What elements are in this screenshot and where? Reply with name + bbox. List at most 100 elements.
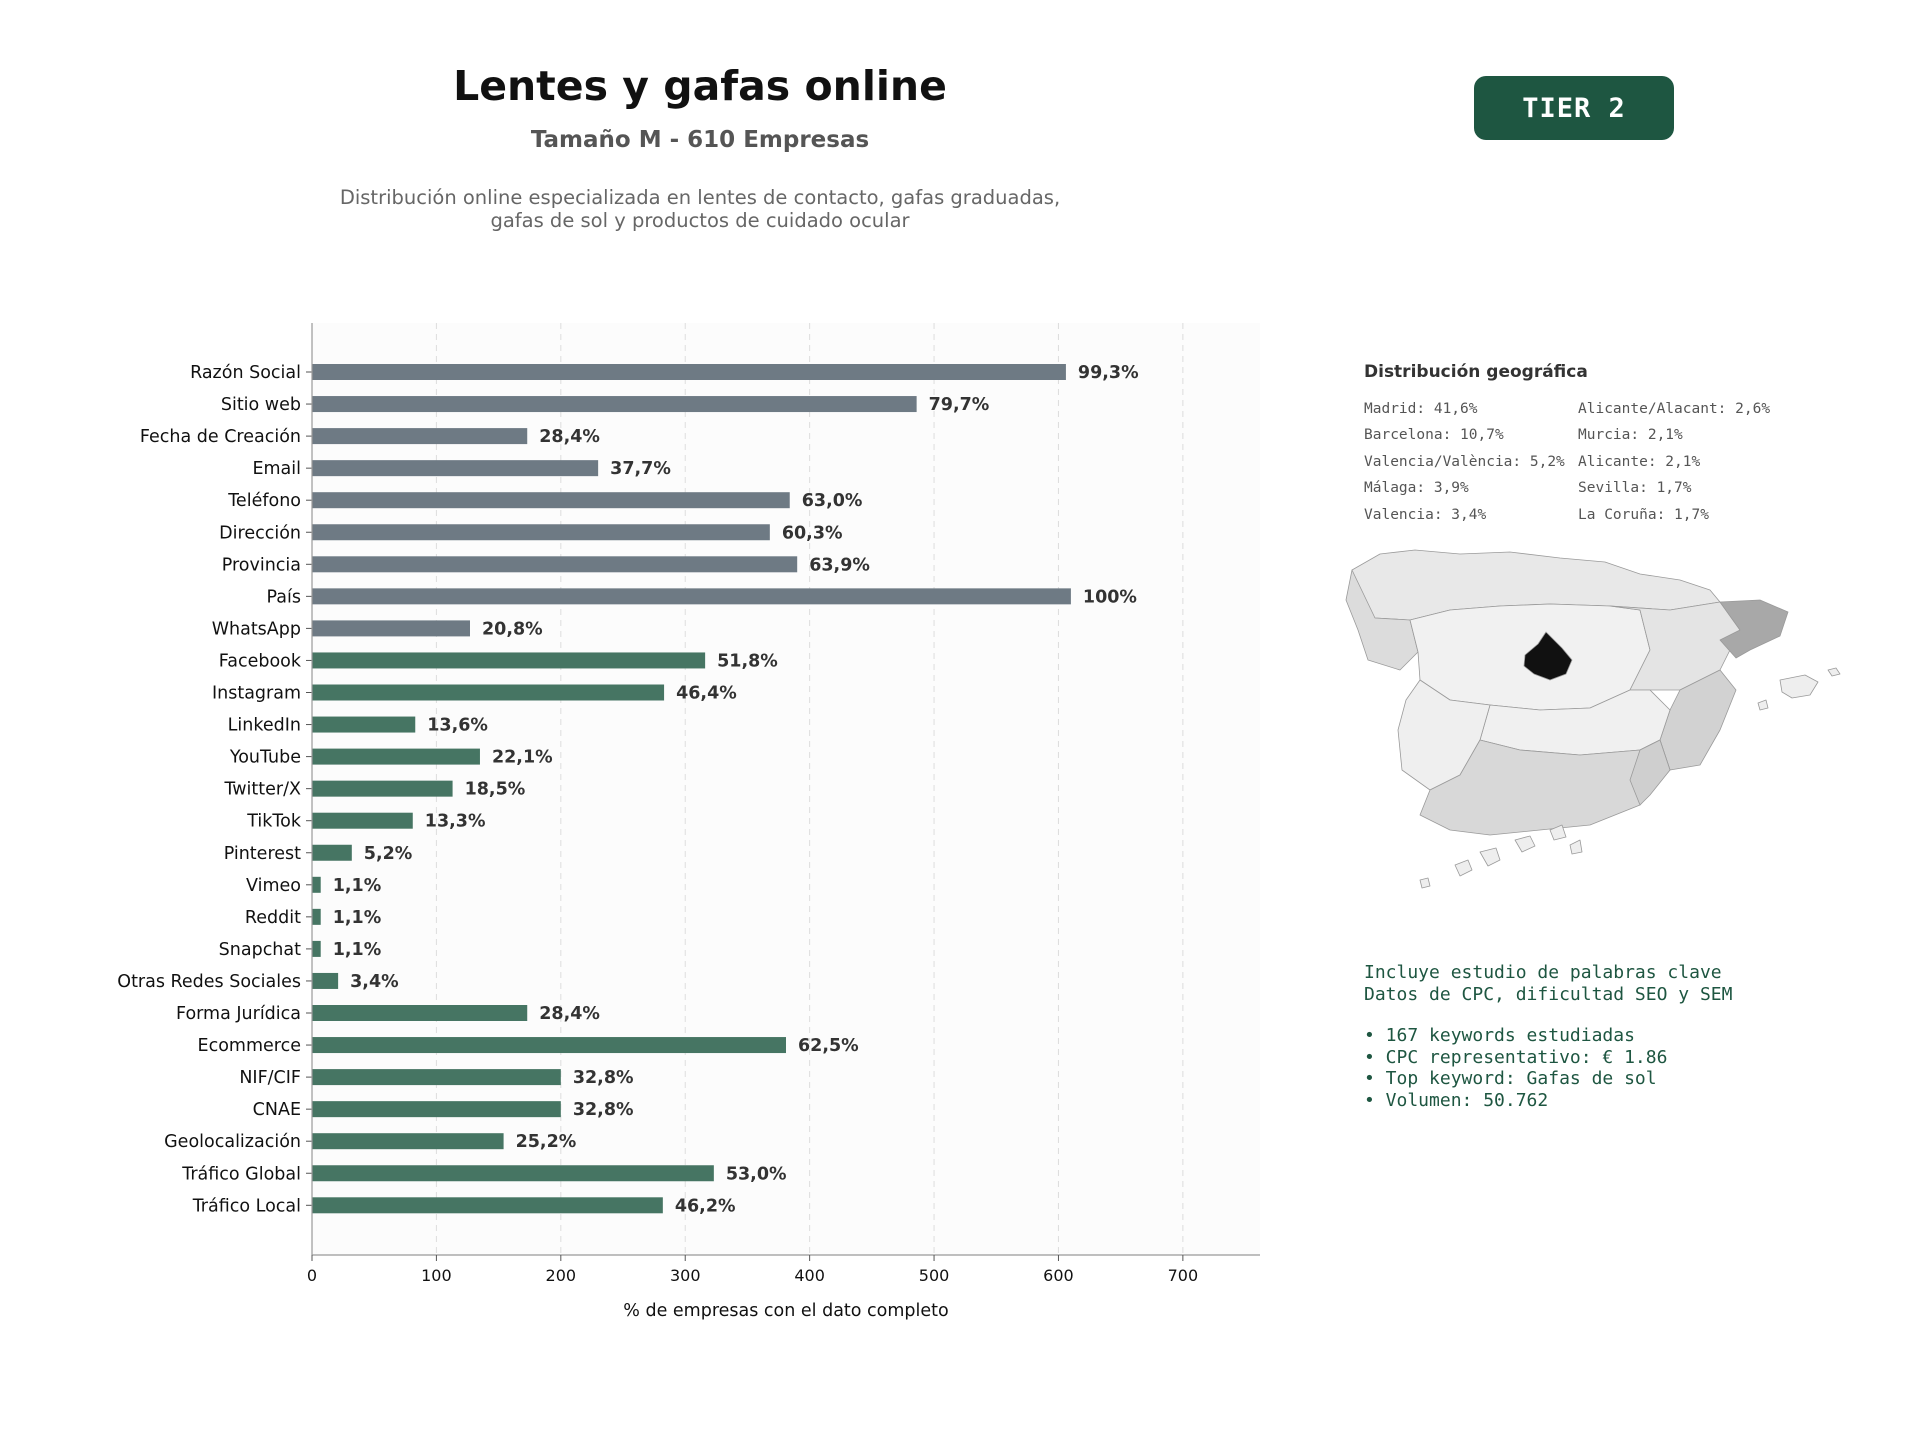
x-tick-label: 600 (1043, 1266, 1074, 1285)
bar (312, 396, 917, 413)
bar-value-label: 22,1% (492, 748, 553, 768)
bar (312, 940, 321, 957)
map-region-northwest (1345, 569, 1419, 671)
category-label: LinkedIn (228, 716, 301, 736)
tier-badge: TIER 2 (1474, 76, 1674, 140)
category-label: Email (252, 459, 301, 479)
category-label: Provincia (222, 555, 301, 575)
category-label: Vimeo (246, 876, 301, 896)
bar (312, 748, 480, 765)
bar (312, 588, 1071, 605)
geo-item: Barcelona: 10,7% (1364, 427, 1504, 444)
x-tick-label: 700 (1168, 1266, 1199, 1285)
geo-item: Sevilla: 1,7% (1578, 480, 1692, 497)
x-tick-label: 0 (307, 1266, 317, 1285)
bar-value-label: 62,5% (798, 1036, 859, 1056)
category-label: NIF/CIF (239, 1068, 301, 1088)
category-label: Sitio web (221, 395, 301, 415)
bar (312, 1005, 528, 1021)
bar (312, 1069, 561, 1086)
bar (312, 844, 352, 861)
geo-item: Alicante/Alacant: 2,6% (1578, 401, 1771, 417)
category-label: Ecommerce (198, 1036, 301, 1056)
category-label: Forma Jurídica (176, 1004, 301, 1024)
bar-chart: Razón Social 99,3% Sitio web 79,7% Fecha de … (117, 323, 1260, 1321)
category-label: WhatsApp (212, 619, 301, 639)
x-tick-label: 500 (919, 1266, 950, 1285)
keywords-line1: Incluye estudio de palabras clave (1364, 962, 1722, 983)
bar-value-label: 20,8% (482, 619, 543, 639)
bar (312, 428, 528, 445)
bar (312, 908, 321, 925)
bar-value-label: 28,4% (539, 427, 600, 447)
plot-area (312, 323, 1260, 1255)
bar (312, 364, 1066, 380)
keyword-bullet: • Top keyword: Gafas de sol (1364, 1068, 1657, 1089)
map-region-madrid (1523, 631, 1573, 681)
geo-item: Málaga: 3,9% (1364, 480, 1469, 497)
geo-item: Valencia/València: 5,2% (1364, 453, 1565, 470)
x-tick-label: 100 (421, 1266, 452, 1285)
bar (312, 492, 790, 509)
bar-value-label: 1,1% (333, 908, 382, 928)
chart-bars: Razón Social 99,3% Sitio web 79,7% Fecha de … (117, 363, 1138, 1216)
category-label: Tráfico Local (192, 1196, 301, 1216)
bar-value-label: 51,8% (717, 651, 778, 671)
x-tick-label: 300 (670, 1266, 701, 1285)
geo-list: Madrid: 41,6% Alicante/Alacant: 2,6% Barce… (1364, 399, 1794, 526)
bar-value-label: 46,4% (676, 684, 737, 704)
bar (312, 1197, 663, 1214)
x-tick-label: 400 (794, 1266, 825, 1285)
bar (312, 972, 339, 989)
bar-value-label: 63,9% (809, 555, 870, 575)
bar-value-label: 60,3% (782, 523, 843, 543)
category-label: Teléfono (227, 491, 301, 511)
bar-value-label: 18,5% (465, 780, 526, 800)
x-tick-label: 200 (546, 1266, 577, 1285)
map-region-canary (1419, 824, 1583, 889)
category-label: Tráfico Global (181, 1164, 301, 1184)
page-subtitle: Tamaño M - 610 Empresas (530, 127, 870, 153)
page-description: Distribución online especializada en len… (339, 186, 1061, 232)
geo-title: Distribución geográfica (1364, 362, 1588, 382)
bar (312, 716, 416, 733)
bar-value-label: 63,0% (802, 491, 863, 511)
bar-value-label: 25,2% (516, 1132, 577, 1152)
map-region-catalonia (1719, 599, 1789, 659)
bar (312, 556, 798, 573)
geo-item: Valencia: 3,4% (1364, 506, 1487, 523)
bar (312, 460, 599, 477)
category-label: Geolocalización (164, 1132, 301, 1152)
category-label: TikTok (246, 812, 302, 832)
bar-value-label: 28,4% (539, 1004, 600, 1024)
bar (312, 652, 706, 669)
bar-value-label: 3,4% (350, 972, 399, 992)
bar-value-label: 13,3% (425, 812, 486, 832)
category-label: Snapchat (219, 940, 301, 960)
keyword-bullet: • Volumen: 50.762 (1364, 1089, 1549, 1111)
bar (312, 876, 321, 893)
bar (312, 524, 770, 541)
bar-value-label: 99,3% (1078, 363, 1139, 383)
category-label: Twitter/X (223, 780, 301, 800)
keyword-bullet: • 167 keywords estudiadas (1364, 1025, 1635, 1046)
bar-value-label: 37,7% (610, 459, 671, 479)
spain-map (1345, 549, 1841, 889)
bar-value-label: 32,8% (573, 1100, 634, 1120)
category-label: CNAE (253, 1100, 301, 1120)
bar-value-label: 53,0% (726, 1164, 787, 1184)
x-axis-label: % de empresas con el dato completo (623, 1301, 948, 1321)
category-label: Fecha de Creación (140, 427, 301, 447)
category-label: Otras Redes Sociales (117, 972, 301, 992)
bar-value-label: 1,1% (333, 940, 382, 960)
category-label: País (267, 587, 301, 607)
bar (312, 812, 413, 829)
bar-value-label: 32,8% (573, 1068, 634, 1088)
keywords-panel: Incluye estudio de palabras clave Datos … (1364, 962, 1732, 1111)
geo-item: La Coruña: 1,7% (1578, 506, 1709, 523)
category-label: YouTube (229, 748, 301, 768)
page-title: Lentes y gafas online (453, 62, 947, 110)
category-label: Reddit (245, 908, 301, 928)
map-region-balearic (1757, 667, 1841, 711)
category-label: Facebook (219, 651, 302, 671)
